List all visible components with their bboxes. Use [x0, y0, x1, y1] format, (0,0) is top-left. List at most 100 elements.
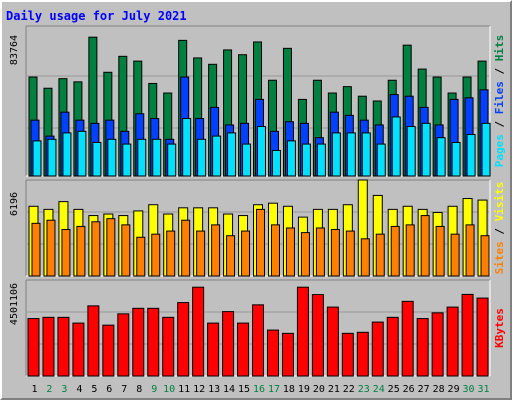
day-label: 6	[106, 384, 112, 395]
kbytes-bar	[416, 318, 429, 377]
hits-ymax-label: 83764	[9, 35, 20, 65]
pages-bar	[271, 149, 281, 177]
pages-bar	[182, 118, 192, 177]
sites-bar	[480, 235, 490, 277]
kbytes-legend: KBytes	[493, 308, 506, 348]
kbytes-bar	[72, 322, 85, 377]
sites-bar	[106, 218, 116, 277]
day-label: 9	[151, 384, 157, 395]
kbytes-bar	[57, 316, 70, 377]
kbytes-bar	[42, 316, 55, 377]
day-label: 12	[193, 384, 205, 395]
day-label: 8	[136, 384, 142, 395]
day-label: 10	[163, 384, 175, 395]
hits-legend-hits: Hits	[493, 35, 506, 62]
day-label: 5	[91, 384, 97, 395]
day-label: 1	[31, 384, 37, 395]
sites-bar	[211, 224, 221, 277]
kbytes-bar	[192, 286, 205, 377]
day-label: 14	[223, 384, 235, 395]
kbytes-bar	[431, 312, 444, 377]
pages-bar	[376, 143, 386, 177]
kbytes-bar	[341, 332, 354, 377]
day-label: 24	[373, 384, 385, 395]
day-label: 16	[253, 384, 265, 395]
sites-bar	[405, 224, 415, 277]
pages-bar	[92, 141, 102, 177]
pages-bar	[331, 132, 341, 177]
day-label: 22	[343, 384, 355, 395]
chart-title: Daily usage for July 2021	[6, 9, 187, 23]
sites-bar	[390, 225, 400, 277]
day-label: 26	[403, 384, 415, 395]
day-label: 30	[463, 384, 475, 395]
sites-bar	[121, 224, 131, 277]
pages-bar	[107, 138, 117, 177]
hits-legend-pages: Pages	[493, 134, 506, 167]
pages-bar	[361, 132, 371, 177]
kbytes-bar	[102, 324, 115, 377]
sites-bar	[420, 215, 430, 277]
pages-bar	[481, 122, 491, 177]
kbytes-bar	[27, 318, 40, 377]
kbytes-bar	[386, 316, 399, 377]
kbytes-bar	[266, 329, 279, 377]
sites-bar	[151, 233, 161, 277]
day-label: 2	[46, 384, 52, 395]
hits-legend-separator: /	[493, 114, 506, 134]
sites-bar	[76, 225, 86, 277]
sites-bar	[300, 232, 310, 277]
day-label: 25	[388, 384, 400, 395]
day-label: 27	[418, 384, 430, 395]
visits-legend-separator: /	[493, 221, 506, 241]
pages-bar	[391, 116, 401, 177]
day-label: 15	[238, 384, 250, 395]
sites-bar	[31, 222, 41, 277]
kbytes-bar	[207, 322, 220, 377]
kbytes-bar	[162, 316, 175, 377]
pages-bar	[62, 132, 72, 177]
day-label: 3	[61, 384, 67, 395]
pages-bar	[197, 138, 207, 177]
day-label: 7	[121, 384, 127, 395]
pages-bar	[77, 130, 87, 177]
day-label: 13	[208, 384, 220, 395]
kbytes-bar	[296, 286, 309, 377]
kbytes-bar	[446, 306, 459, 377]
day-label: 28	[433, 384, 445, 395]
day-label: 11	[178, 384, 190, 395]
kbytes-bar	[147, 307, 160, 377]
sites-bar	[46, 219, 56, 277]
pages-bar	[286, 140, 296, 177]
kbytes-legend-kbytes: KBytes	[493, 308, 506, 348]
pages-bar	[122, 143, 132, 177]
kbytes-bar	[461, 293, 474, 377]
pages-bar	[257, 126, 267, 177]
pages-bar	[32, 140, 42, 177]
kbytes-bar	[281, 332, 294, 377]
sites-bar	[61, 229, 71, 277]
pages-bar	[242, 143, 252, 177]
pages-bar	[406, 126, 416, 177]
day-label: 19	[298, 384, 310, 395]
day-label: 20	[313, 384, 325, 395]
sites-bar	[285, 227, 295, 277]
pages-bar	[346, 132, 356, 177]
pages-bar	[152, 138, 162, 177]
kbytes-ymax-label: 4501106	[9, 283, 20, 325]
sites-bar	[435, 225, 445, 277]
pages-bar	[137, 138, 147, 177]
sites-bar	[136, 236, 146, 277]
visits-legend-visits: Visits	[493, 182, 506, 222]
sites-bar	[315, 227, 325, 277]
kbytes-bar	[222, 311, 235, 377]
pages-bar	[301, 143, 311, 177]
pages-bar	[421, 122, 431, 177]
sites-bar	[345, 230, 355, 277]
kbytes-bar	[237, 322, 250, 377]
pages-bar	[466, 134, 476, 177]
pages-bar	[316, 143, 326, 177]
day-label: 31	[477, 384, 489, 395]
pages-bar	[212, 135, 222, 177]
